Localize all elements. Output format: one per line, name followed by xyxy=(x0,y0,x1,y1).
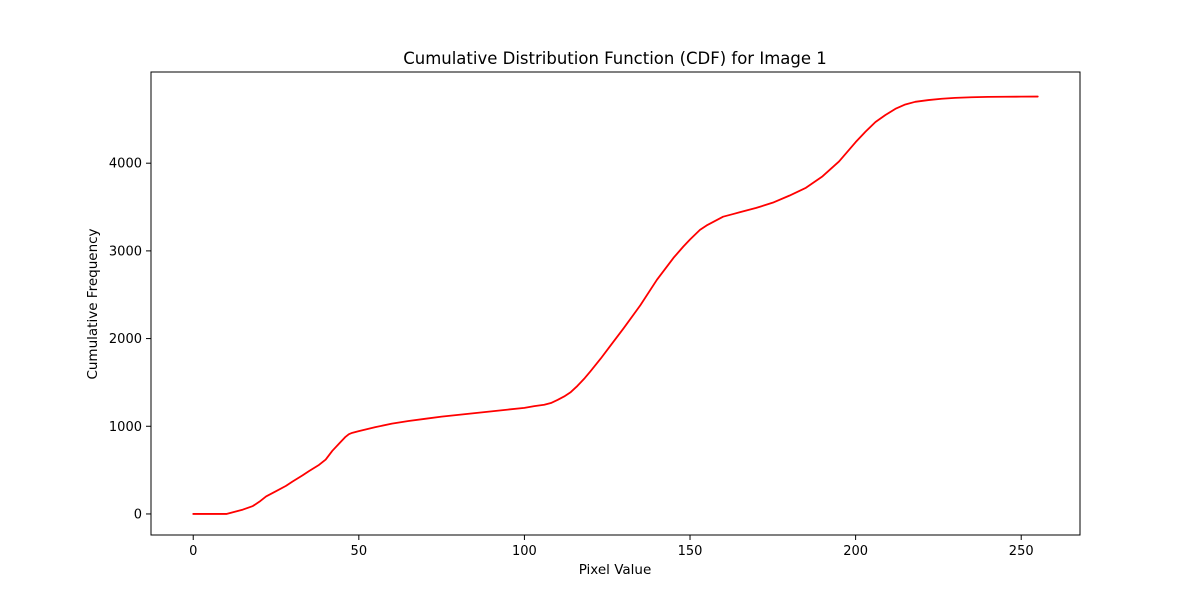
plot-area xyxy=(150,71,1081,536)
x-tick-label: 100 xyxy=(512,544,537,559)
y-tick-label: 3000 xyxy=(109,244,142,259)
x-tick-label: 250 xyxy=(1009,544,1034,559)
x-tick-label: 0 xyxy=(189,544,197,559)
x-tick-label: 200 xyxy=(843,544,868,559)
x-axis-ticks: 0 50 100 150 200 250 xyxy=(189,535,1034,559)
y-tick-label: 4000 xyxy=(109,157,142,172)
plot-frame xyxy=(150,71,1081,536)
y-axis-ticks: 0 1000 2000 3000 4000 xyxy=(109,157,151,522)
x-axis-label: Pixel Value xyxy=(579,562,652,578)
chart-title: Cumulative Distribution Function (CDF) f… xyxy=(403,49,827,68)
y-tick-label: 0 xyxy=(134,507,142,522)
y-tick-label: 1000 xyxy=(109,420,142,435)
x-tick-label: 150 xyxy=(678,544,703,559)
y-axis-label: Cumulative Frequency xyxy=(85,228,101,379)
y-tick-label: 2000 xyxy=(109,332,142,347)
x-tick-label: 50 xyxy=(351,544,368,559)
cdf-series-line-0 xyxy=(192,95,1039,515)
